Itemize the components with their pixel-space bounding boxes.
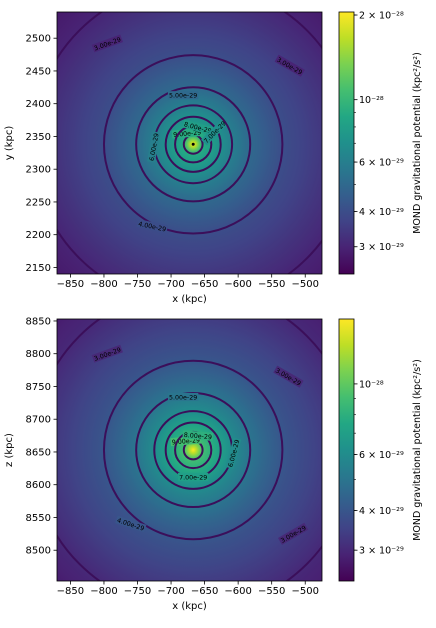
y-tick-label: 2400 <box>26 99 51 110</box>
x-axis-label: x (kpc) <box>172 601 207 612</box>
x-tick-label: −800 <box>90 586 117 597</box>
x-tick-label: −700 <box>157 586 184 597</box>
colorbar-tick-label: 4 × 10⁻²⁹ <box>359 207 404 218</box>
contour-label-bg <box>147 131 161 163</box>
colorbar-bottom <box>338 318 355 582</box>
contour-label-bg <box>274 54 305 77</box>
colorbar-top <box>338 11 355 275</box>
colorbar-tick-label: 10⁻²⁸ <box>359 95 384 106</box>
x-tick-label: −700 <box>157 279 184 290</box>
contour-label-bg <box>167 91 199 100</box>
colorbar-tick-label: 3 × 10⁻²⁹ <box>359 546 404 557</box>
contour-4.00e-29 <box>102 54 284 235</box>
x-tick-label: −600 <box>224 279 251 290</box>
colorbar-tick-label: 6 × 10⁻²⁹ <box>359 450 404 461</box>
x-tick-label: −650 <box>191 279 218 290</box>
y-tick-label: 2150 <box>26 263 51 274</box>
contour-label: 7.00e-29 <box>179 474 207 481</box>
y-tick-label: 8800 <box>26 349 51 360</box>
colorbar-label: MOND gravitational potential (kpc²/s²) <box>412 52 423 234</box>
contour-label: 6.00e-29 <box>149 133 161 162</box>
colorbar-tick-label: 6 × 10⁻²⁹ <box>359 158 404 169</box>
axes-frame-bottom <box>56 318 323 582</box>
y-tick-label: 8600 <box>26 480 51 491</box>
y-axis-label: z (kpc) <box>4 433 15 467</box>
y-axis-label: y (kpc) <box>4 126 15 161</box>
x-tick-label: −550 <box>258 586 285 597</box>
colorbar-tick-label: 2 × 10⁻²⁸ <box>359 11 404 22</box>
y-tick-label: 8700 <box>26 415 51 426</box>
contour-label: 9.00e-29 <box>172 437 201 446</box>
y-tick-label: 8650 <box>26 447 51 458</box>
contour-label-bg <box>182 119 214 136</box>
contour-label-bg <box>201 118 229 146</box>
y-tick-label: 8750 <box>26 382 51 393</box>
x-tick-label: −500 <box>291 586 318 597</box>
contour-label-bg <box>273 365 304 388</box>
contour-label-bg <box>177 472 209 481</box>
y-tick-label: 8550 <box>26 513 51 524</box>
x-tick-label: −650 <box>191 586 218 597</box>
x-tick-label: −750 <box>124 586 151 597</box>
colorbar-tick-label: 3 × 10⁻²⁹ <box>359 242 404 253</box>
x-tick-label: −800 <box>90 279 117 290</box>
contour-label: 5.00e-29 <box>169 93 197 100</box>
y-tick-label: 2300 <box>26 165 51 176</box>
y-tick-label: 2250 <box>26 197 51 208</box>
colorbar-tick-label: 10⁻²⁸ <box>359 379 384 390</box>
x-tick-label: −550 <box>258 279 285 290</box>
contour-5.00e-29 <box>135 86 252 203</box>
potential-field <box>57 319 322 581</box>
x-tick-label: −500 <box>291 279 318 290</box>
contour-4.00e-29 <box>102 359 284 541</box>
x-axis-label: x (kpc) <box>172 294 207 305</box>
heatmap-top: 9.00e-298.00e-297.00e-296.00e-295.00e-29… <box>57 12 322 274</box>
contour-label: 5.00e-29 <box>169 394 197 401</box>
contour-label-bg <box>136 219 168 234</box>
contour-label: 8.00e-29 <box>183 432 212 441</box>
contour-label-bg <box>167 392 199 401</box>
x-tick-label: −850 <box>57 279 84 290</box>
colorbar-tick-label: 4 × 10⁻²⁹ <box>359 506 404 517</box>
contour-label: 9.00e-29 <box>173 129 202 138</box>
contour-label-bg <box>115 515 147 533</box>
x-tick-label: −850 <box>57 586 84 597</box>
colorbar-label: MOND gravitational potential (kpc²/s²) <box>412 359 423 541</box>
axes-frame-top <box>56 11 323 275</box>
y-tick-label: 2500 <box>26 34 51 45</box>
heatmap-bottom: 9.00e-298.00e-297.00e-296.00e-295.00e-29… <box>57 319 322 581</box>
contour-label-bg <box>91 344 123 363</box>
x-tick-label: −750 <box>124 279 151 290</box>
y-tick-label: 2450 <box>26 66 51 77</box>
y-tick-label: 8850 <box>26 316 51 327</box>
y-tick-label: 2200 <box>26 230 51 241</box>
contour-label-bg <box>277 522 309 545</box>
x-tick-label: −600 <box>224 586 251 597</box>
contour-label-bg <box>91 34 123 53</box>
y-tick-label: 8500 <box>26 546 51 557</box>
contour-7.00e-29 <box>164 115 222 173</box>
contour-label-bg <box>182 430 214 441</box>
contour-label-bg <box>225 437 242 469</box>
y-tick-label: 2350 <box>26 132 51 143</box>
center-marker <box>191 142 195 146</box>
